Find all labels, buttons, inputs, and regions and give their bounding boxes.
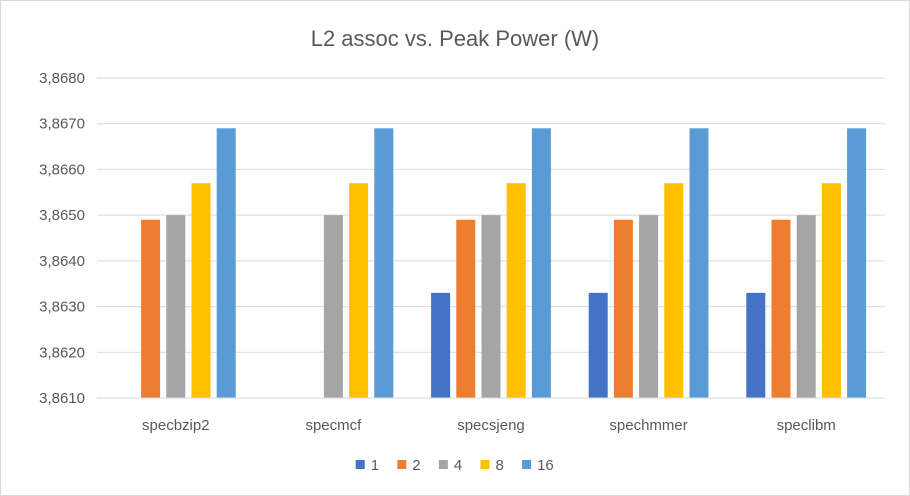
y-tick-label: 3,8620 [39,344,85,361]
bar-speclibm-series-2 [771,219,791,398]
y-tick-label: 3,8680 [39,70,85,87]
bars [141,128,867,399]
y-tick-label: 3,8670 [39,116,85,133]
bar-spechmmer-series-2 [613,219,633,398]
bar-specmcf-series-4 [323,215,343,398]
y-tick-label: 3,8650 [39,207,85,224]
legend-swatch-16 [522,460,532,469]
bar-speclibm-series-8 [821,183,841,398]
y-axis-tick-labels: 3,8610 3,8620 3,8630 3,8640 3,8650 3,8660 3,86… [39,70,85,407]
legend-label: 2 [412,457,420,474]
bar-speclibm-series-4 [796,215,816,398]
bar-speclibm-series-16 [847,128,867,399]
legend-label: 1 [371,457,379,474]
legend-label: 16 [537,457,554,474]
bar-specsjeng-series-4 [481,215,501,398]
legend-swatch-4 [438,460,448,469]
y-tick-label: 3,8610 [39,390,85,407]
bar-specmcf-series-8 [349,183,369,398]
y-tick-label: 3,8660 [39,161,85,178]
bar-specbzip2-series-4 [166,215,186,398]
legend-label: 4 [454,457,462,474]
bar-spechmmer-series-16 [689,128,709,399]
bar-speclibm-series-1 [746,292,766,398]
x-category-label: spechmmer [609,417,687,434]
bar-specmcf-series-16 [374,128,394,399]
bar-specbzip2-series-8 [191,183,211,398]
x-axis-category-labels: specbzip2 specmcf specsjeng spechmmer specli… [142,417,836,434]
x-category-label: specbzip2 [142,417,210,434]
y-tick-label: 3,8630 [39,299,85,316]
x-category-label: specmcf [305,417,362,434]
bar-specsjeng-series-16 [531,128,551,399]
x-category-label: speclibm [777,417,836,434]
bar-spechmmer-series-4 [639,215,659,398]
bar-spechmmer-series-1 [588,292,608,398]
bar-specsjeng-series-2 [456,219,476,398]
bar-specbzip2-series-16 [216,128,236,399]
chart-title: L2 assoc vs. Peak Power (W) [311,26,600,51]
bar-specbzip2-series-2 [141,219,161,398]
legend-swatch-1 [355,460,365,469]
bar-specsjeng-series-8 [506,183,526,398]
legend-label: 8 [496,457,504,474]
legend-swatch-8 [480,460,490,469]
legend: 1 2 4 8 16 [355,457,554,474]
y-tick-label: 3,8640 [39,253,85,270]
x-category-label: specsjeng [457,417,525,434]
bar-spechmmer-series-8 [664,183,684,398]
bar-specsjeng-series-1 [431,292,451,398]
legend-swatch-2 [397,460,407,469]
